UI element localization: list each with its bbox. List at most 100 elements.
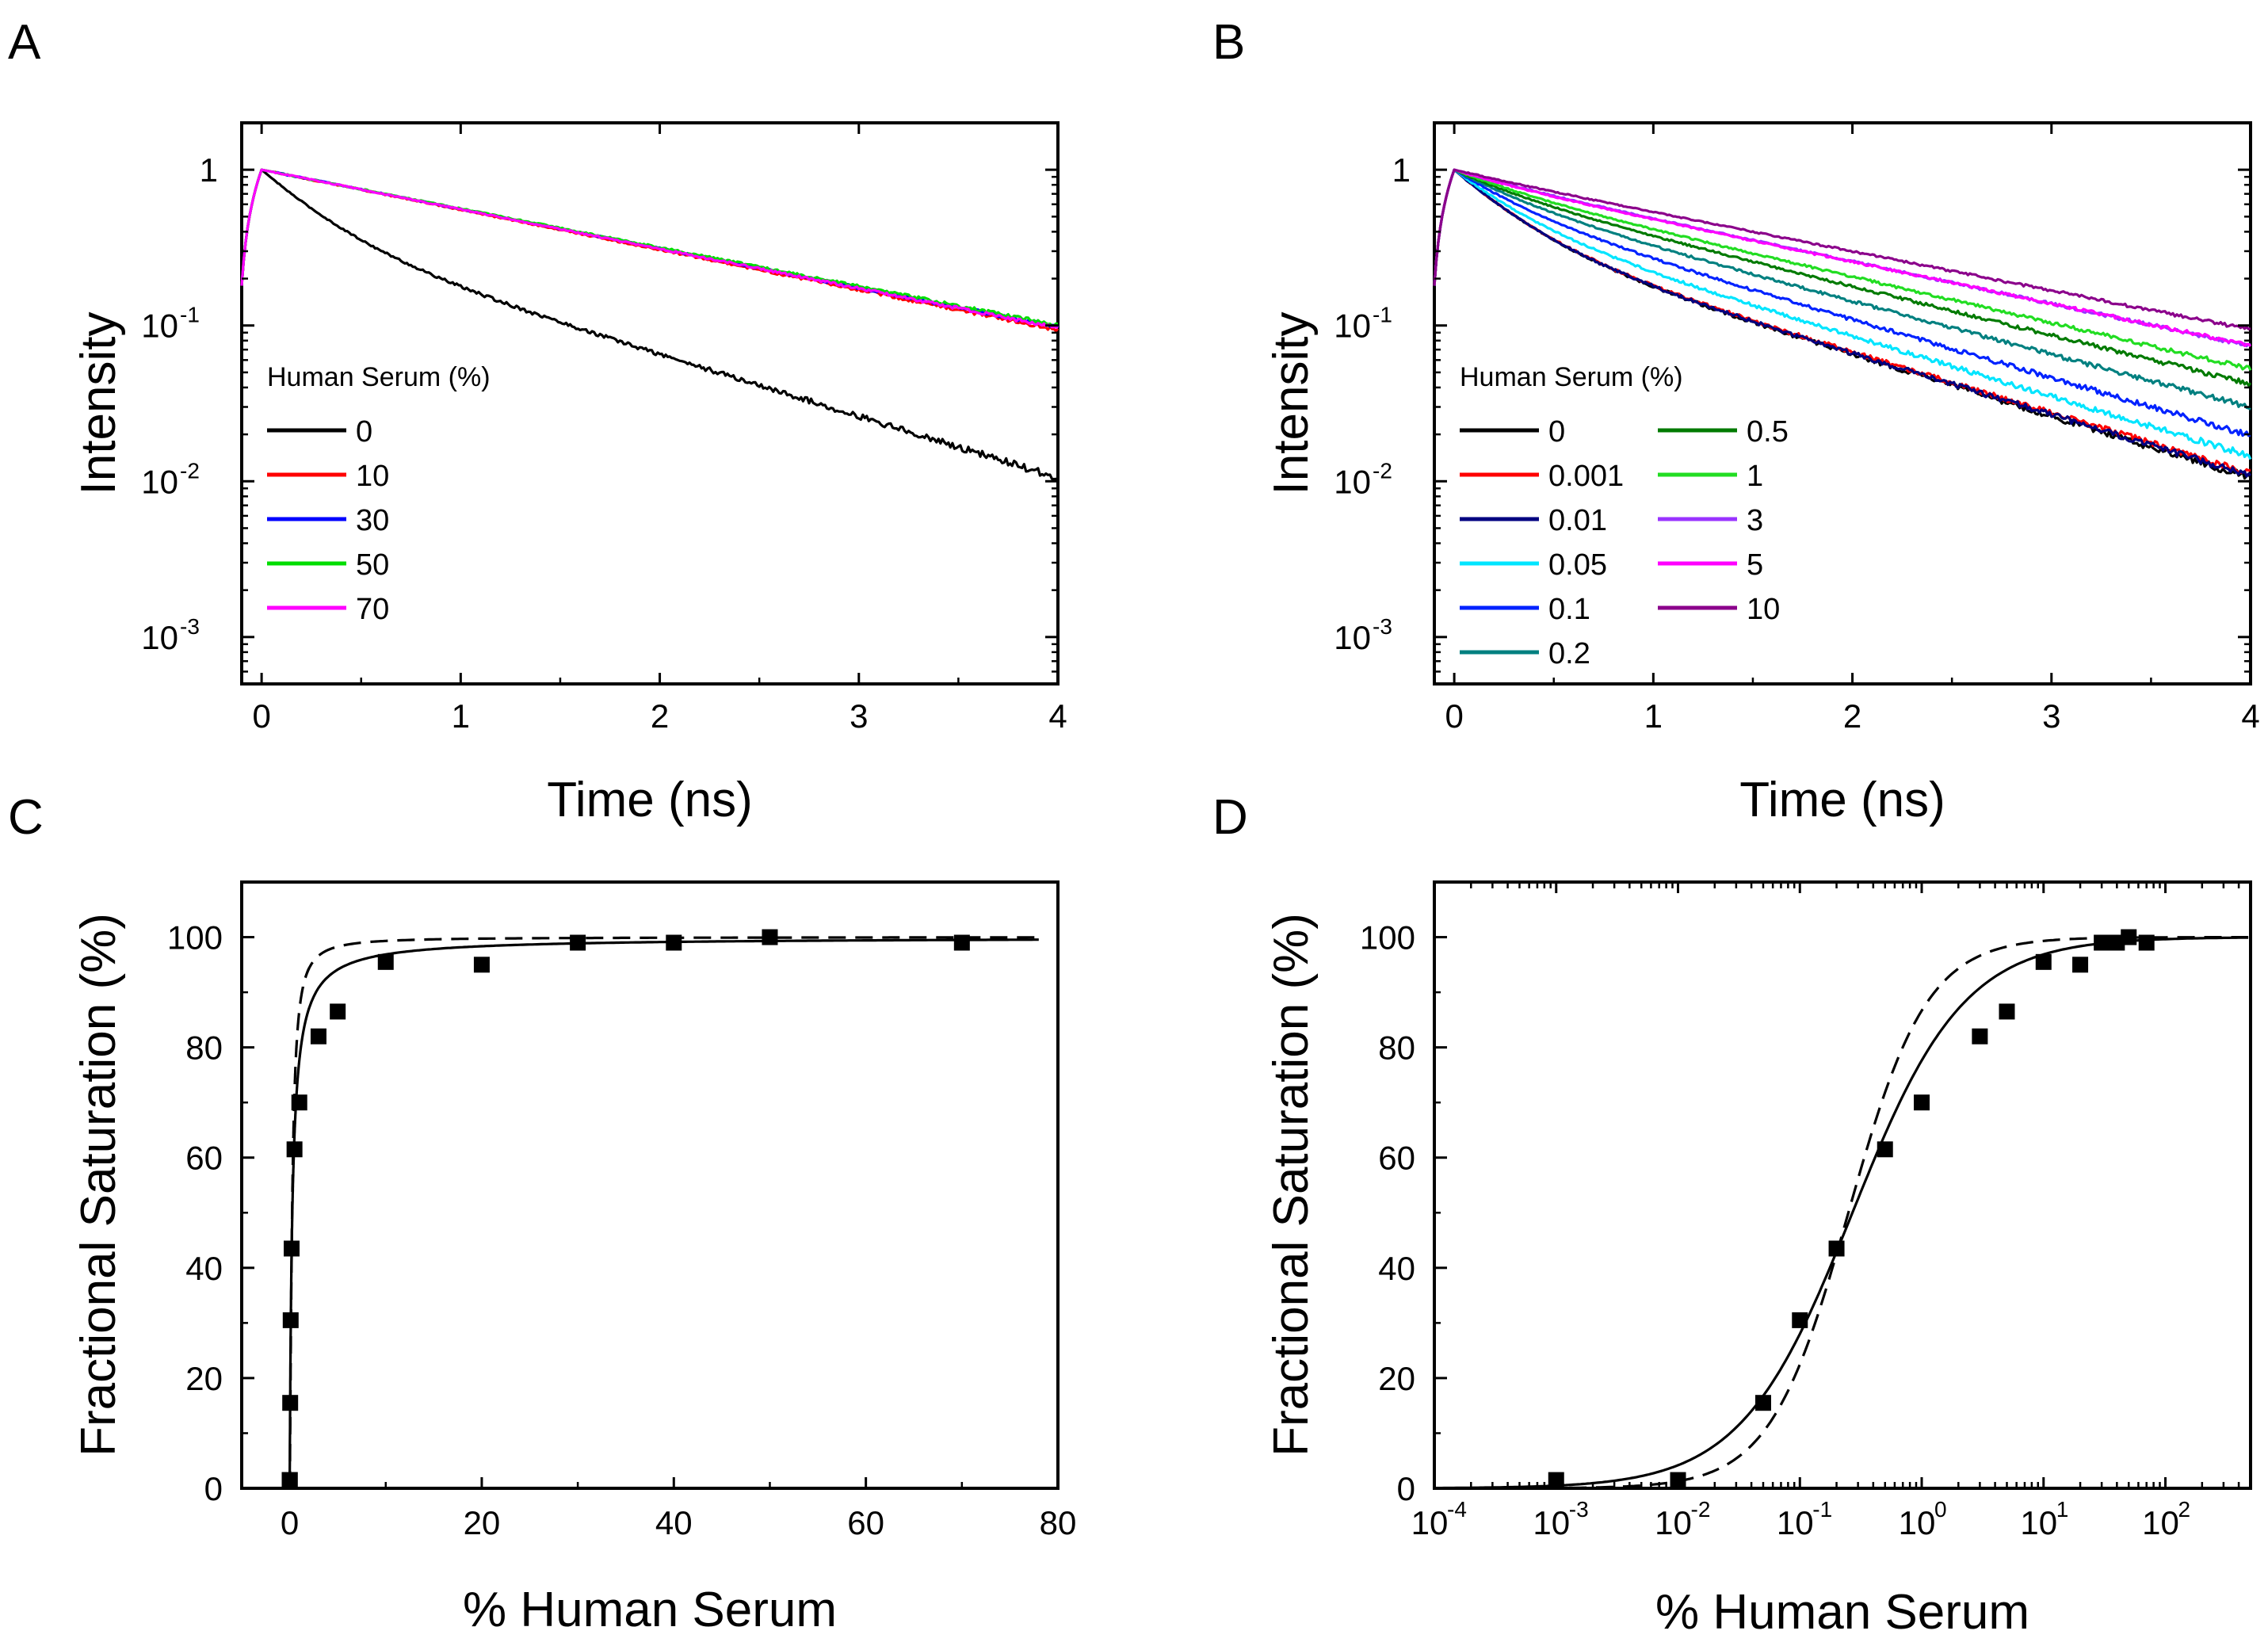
y-tick-label-80: 80 — [185, 1029, 223, 1067]
x-tick-label: 10 — [1533, 1504, 1570, 1541]
panel-b-legend: Human Serum (%) 0 0.001 0.01 0.05 0.1 0.2 0.5 1 3… — [1460, 362, 1789, 670]
data-point — [1828, 1240, 1845, 1257]
panel-a-frame — [240, 121, 1060, 686]
data-point — [282, 1395, 299, 1411]
data-point — [377, 953, 394, 970]
x-tick-label-3: 3 — [2042, 697, 2060, 735]
y-tick-label: 10 — [1334, 463, 1371, 500]
legend-label-0.001: 0.001 — [1548, 460, 1624, 493]
panel-d-y-axis-title: Fractional Saturation (%) — [1264, 913, 1319, 1457]
legend-label-0.05: 0.05 — [1548, 548, 1607, 582]
y-tick-label-0: 0 — [204, 1470, 223, 1507]
data-point — [284, 1240, 300, 1257]
data-point — [762, 929, 778, 945]
x-tick-label-exponent: 1 — [2056, 1497, 2069, 1522]
y-tick-label-20: 20 — [185, 1360, 223, 1397]
x-tick-label: 10 — [2020, 1504, 2057, 1541]
y-tick-label-60: 60 — [1378, 1140, 1415, 1177]
x-tick-label-4: 4 — [1048, 697, 1067, 735]
data-point — [473, 957, 490, 973]
y-tick-label-20: 20 — [1378, 1360, 1415, 1397]
legend-label-30: 30 — [356, 504, 389, 537]
x-tick-label-exponent: -2 — [1691, 1497, 1711, 1522]
y-tick-label-exponent: -2 — [1373, 458, 1392, 483]
x-tick-label-2: 2 — [651, 697, 669, 735]
y-tick-label-60: 60 — [185, 1140, 223, 1177]
panel-label-b: B — [1212, 15, 1245, 70]
fit-curve-dashed — [1434, 936, 2249, 1490]
x-tick-label-exponent: 0 — [1934, 1497, 1947, 1522]
x-tick-label-1: 1 — [1644, 697, 1663, 735]
x-tick-label-20: 20 — [464, 1504, 501, 1541]
fit-curve-solid — [1434, 936, 2249, 1490]
data-point — [330, 1003, 346, 1020]
x-tick-label: 10 — [1655, 1504, 1692, 1541]
series-line-0.5 — [1433, 168, 2252, 387]
x-tick-label-40: 40 — [655, 1504, 693, 1541]
panel-a-legend: Human Serum (%) 0 10 30 50 70 — [267, 362, 491, 626]
x-tick-label: 10 — [1777, 1504, 1814, 1541]
x-tick-label-0: 0 — [281, 1504, 299, 1541]
x-tick-label: 10 — [1899, 1504, 1936, 1541]
series-line-0.2 — [1433, 168, 2251, 411]
legend-label-5: 5 — [1747, 548, 1763, 582]
series-line-0 — [240, 168, 1059, 481]
series-line-0.05 — [1433, 168, 2252, 460]
data-point — [2138, 934, 2155, 951]
x-tick-label-3: 3 — [850, 697, 868, 735]
legend-label-3: 3 — [1747, 504, 1763, 537]
series-line-0.1 — [1433, 168, 2251, 437]
data-point — [1792, 1312, 1808, 1328]
data-point — [2094, 934, 2110, 951]
y-tick-label: 1 — [200, 151, 218, 189]
y-tick-label-exponent: -1 — [1373, 303, 1392, 327]
panel-b-series — [1433, 168, 2252, 480]
data-point — [570, 934, 586, 951]
data-point — [282, 1312, 299, 1328]
panel-b-frame — [1433, 121, 2252, 686]
series-line-10 — [1433, 168, 2251, 330]
y-tick-label-40: 40 — [185, 1250, 223, 1287]
panel-a-x-axis-title: Time (ns) — [547, 773, 752, 827]
x-tick-label-0: 0 — [1445, 697, 1463, 735]
y-tick-label-80: 80 — [1378, 1029, 1415, 1067]
panel-d-fits-and-points — [1434, 929, 2249, 1490]
data-point — [2072, 957, 2089, 973]
y-tick-label: 10 — [141, 463, 178, 500]
panel-c-fits-and-points — [281, 929, 1039, 1488]
data-point — [286, 1141, 303, 1158]
series-line-70 — [240, 168, 1059, 330]
panel-d-x-axis-title: % Human Serum — [1655, 1585, 2029, 1640]
panel-b-chart: Human Serum (%) 0 0.001 0.01 0.05 0.1 0.2 0.5 1 3… — [1264, 121, 2260, 827]
y-tick-label: 10 — [1334, 619, 1371, 656]
x-tick-label: 10 — [1411, 1504, 1449, 1541]
x-tick-label-80: 80 — [1040, 1504, 1077, 1541]
panel-c-chart: 0 20 40 60 80 100 0 20 40 60 80 % Human Serum Frac… — [71, 880, 1076, 1637]
data-point — [2121, 929, 2137, 945]
series-line-0.01 — [1433, 168, 2252, 478]
series-line-5 — [1433, 168, 2252, 348]
x-tick-label-exponent: -4 — [1447, 1497, 1467, 1522]
data-point — [1972, 1028, 1988, 1045]
x-tick-label-60: 60 — [847, 1504, 884, 1541]
panel-label-a: A — [8, 15, 41, 70]
panel-a-series — [240, 168, 1060, 481]
legend-title: Human Serum (%) — [267, 362, 491, 392]
legend-label-0: 0 — [1548, 415, 1565, 449]
panel-d-frame — [1433, 880, 2252, 1490]
legend-label-70: 70 — [356, 593, 389, 626]
panel-c-frame — [240, 880, 1060, 1490]
series-line-10 — [240, 168, 1060, 333]
legend-label-10: 10 — [1747, 593, 1780, 626]
y-tick-label: 10 — [141, 307, 178, 345]
data-point — [1914, 1094, 1930, 1111]
y-tick-label-exponent: -2 — [180, 458, 200, 483]
panel-c-ticks: 0 20 40 60 80 100 0 20 40 60 80 — [167, 919, 1076, 1541]
data-point — [291, 1094, 307, 1111]
x-tick-label: 10 — [2142, 1504, 2179, 1541]
